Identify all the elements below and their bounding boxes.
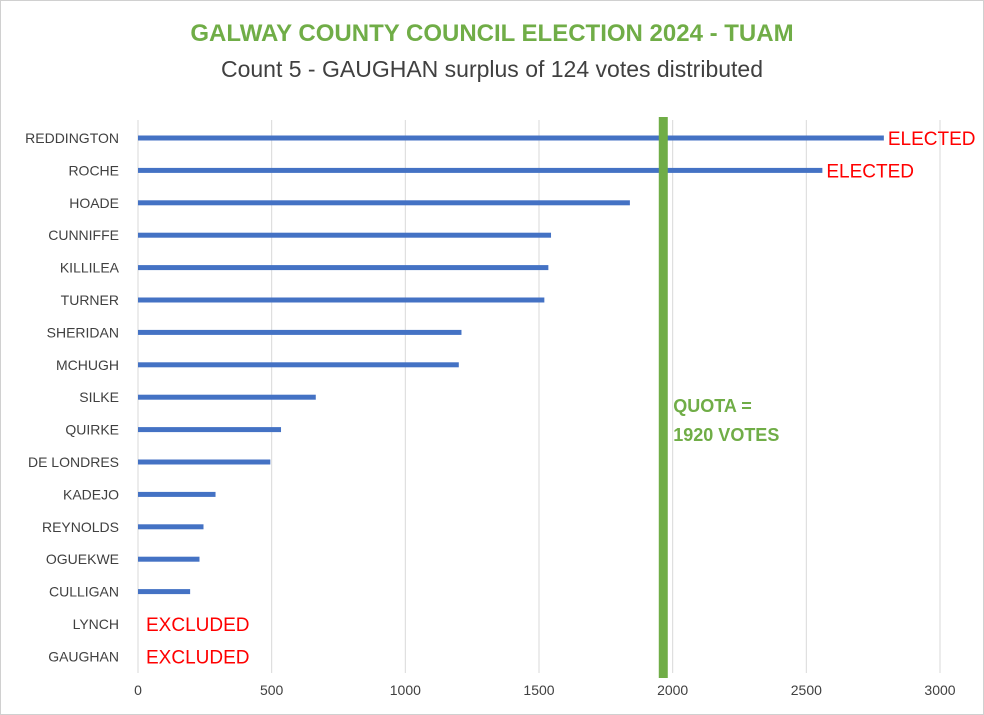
x-axis-ticks: 0 500 1000 1500 2000 2500 3000 bbox=[134, 682, 956, 698]
category-label: ROCHE bbox=[68, 162, 119, 178]
bar bbox=[138, 589, 191, 595]
category-label: REDDINGTON bbox=[25, 130, 119, 146]
bar bbox=[138, 232, 552, 238]
category-label: SILKE bbox=[79, 389, 119, 405]
chart-title: GALWAY COUNTY COUNCIL ELECTION 2024 - TU… bbox=[190, 20, 794, 47]
x-tick-label: 3000 bbox=[924, 682, 955, 698]
status-label: ELECTED bbox=[826, 161, 914, 182]
category-label: CULLIGAN bbox=[49, 584, 119, 600]
category-label: KADEJO bbox=[63, 486, 119, 502]
x-tick-label: 1000 bbox=[390, 682, 421, 698]
status-label: ELECTED bbox=[888, 129, 976, 150]
x-tick-label: 0 bbox=[134, 682, 142, 698]
category-label: GAUGHAN bbox=[48, 648, 119, 664]
gridlines bbox=[137, 120, 941, 673]
bar bbox=[138, 362, 459, 368]
x-tick-label: 1500 bbox=[523, 682, 554, 698]
category-label: QUIRKE bbox=[65, 422, 119, 438]
bar bbox=[138, 167, 823, 173]
bar bbox=[138, 297, 545, 303]
category-label: HOADE bbox=[69, 195, 119, 211]
quota-marker: QUOTA = 1920 VOTES bbox=[658, 117, 779, 678]
category-label: KILLILEA bbox=[60, 260, 120, 276]
category-label: OGUEKWE bbox=[46, 551, 119, 567]
bar bbox=[138, 491, 216, 497]
category-label: DE LONDRES bbox=[28, 454, 119, 470]
category-label: SHERIDAN bbox=[47, 324, 119, 340]
quota-label-line1: QUOTA = bbox=[673, 396, 752, 416]
bar bbox=[138, 265, 549, 271]
status-label: EXCLUDED bbox=[146, 647, 249, 668]
bar bbox=[138, 200, 630, 206]
status-label: EXCLUDED bbox=[146, 615, 249, 636]
chart-subtitle: Count 5 - GAUGHAN surplus of 124 votes d… bbox=[220, 56, 764, 82]
x-tick-label: 500 bbox=[260, 682, 284, 698]
bar bbox=[138, 459, 271, 465]
bars bbox=[138, 135, 884, 595]
x-tick-label: 2500 bbox=[791, 682, 822, 698]
x-tick-label: 2000 bbox=[657, 682, 688, 698]
category-labels: REDDINGTON ROCHE HOADE CUNNIFFE KILLILEA TURN… bbox=[25, 130, 120, 664]
bar bbox=[138, 394, 316, 400]
category-label: LYNCH bbox=[73, 616, 119, 632]
bar bbox=[138, 427, 282, 433]
quota-label-line2: 1920 VOTES bbox=[673, 425, 779, 445]
category-label: CUNNIFFE bbox=[48, 227, 119, 243]
category-label: MCHUGH bbox=[56, 357, 119, 373]
bar bbox=[138, 329, 462, 335]
bar bbox=[138, 556, 200, 562]
category-label: TURNER bbox=[61, 292, 119, 308]
bar bbox=[138, 135, 884, 141]
bar bbox=[138, 524, 204, 530]
status-labels: ELECTED ELECTED EXCLUDED EXCLUDED bbox=[146, 129, 976, 668]
category-label: REYNOLDS bbox=[42, 519, 119, 535]
